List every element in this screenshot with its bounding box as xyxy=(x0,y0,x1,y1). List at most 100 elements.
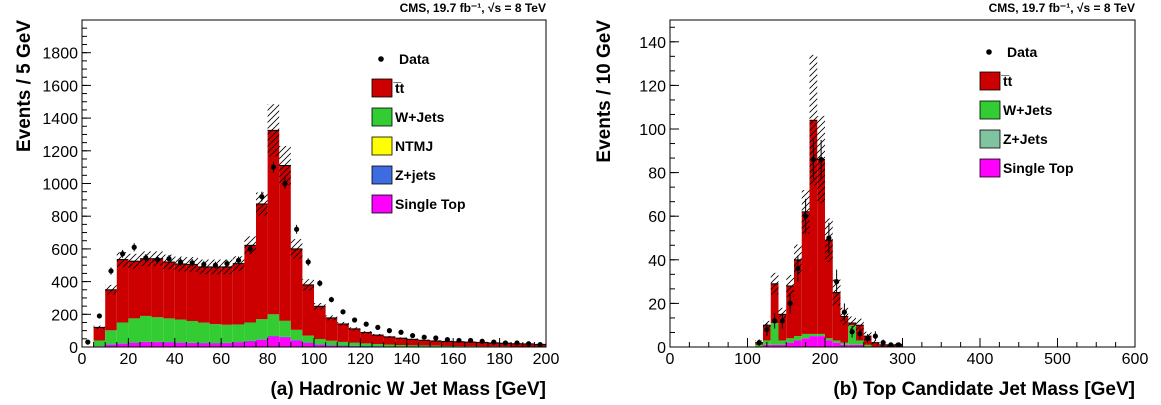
y-tick-label-0: 0 xyxy=(69,340,78,357)
y-tick-label-7: 1400 xyxy=(42,111,78,128)
data-point-4 xyxy=(131,244,137,250)
data-point-30 xyxy=(433,335,439,341)
bar-z-jets-4 xyxy=(140,341,152,343)
bar-single-top-20 xyxy=(325,345,338,347)
legend-data-marker xyxy=(986,49,992,55)
legend-swatch-ntmj xyxy=(371,136,393,156)
uncertainty-band-29 xyxy=(430,340,442,342)
data-point-8 xyxy=(810,156,816,163)
x-tick-label-5: 100 xyxy=(301,351,328,368)
y-axis-title: Events / 10 GeV xyxy=(594,20,615,163)
data-point-27 xyxy=(398,329,404,335)
y-tick-label-2: 40 xyxy=(648,253,666,270)
bar-w-jets-10 xyxy=(832,340,841,343)
data-point-35 xyxy=(491,339,497,345)
x-axis: 0 20 40 60 80 100 120 140 160 180 200 xyxy=(78,338,560,368)
bar-t-t-23 xyxy=(360,332,372,344)
bar-t-t-12 xyxy=(232,263,245,325)
bar-w-jets-16 xyxy=(279,320,291,337)
legend-swatch-w-jets xyxy=(371,107,393,127)
y-axis: 0 20 40 60 80 100 120 140 xyxy=(639,26,679,357)
bar-z-jets-21 xyxy=(337,345,349,347)
bar-single-top-10 xyxy=(832,342,841,347)
data-point-25 xyxy=(375,324,381,330)
data-point-21 xyxy=(328,296,334,303)
bar-single-top-12 xyxy=(232,342,245,347)
bar-single-top-4 xyxy=(786,342,794,347)
bar-w-jets-8 xyxy=(186,321,198,343)
bar-w-jets-17 xyxy=(290,329,303,341)
bar-w-jets-13 xyxy=(244,322,256,341)
bar-z-jets-15 xyxy=(267,336,280,337)
x-axis-title: (b) Top Candidate Jet Mass [GeV] xyxy=(833,379,1135,400)
bar-t-t-33 xyxy=(476,342,488,347)
bar-t-t-3 xyxy=(128,261,140,319)
data-point-29 xyxy=(421,334,427,340)
bar-z-jets-22 xyxy=(348,345,361,347)
bar-t-t-20 xyxy=(325,317,338,341)
bar-t-t-32 xyxy=(464,342,477,347)
uncertainty-band-18 xyxy=(302,279,314,291)
data-point-22 xyxy=(340,309,346,315)
uncertainty-band-24 xyxy=(372,333,384,337)
data-point-5 xyxy=(787,300,793,306)
bar-single-top-1 xyxy=(105,344,117,347)
x-tick-label-3: 300 xyxy=(889,351,916,368)
bar-w-jets-7 xyxy=(809,333,818,337)
bar-w-jets-10 xyxy=(209,324,222,344)
bar-single-top-5 xyxy=(151,342,164,347)
data-point-2 xyxy=(108,268,114,274)
legend: Data t̅t W+Jets NTMJ Z+jets Single Top xyxy=(371,51,466,214)
bar-w-jets-29 xyxy=(430,345,442,347)
data-point-19 xyxy=(896,342,902,348)
bar-z-jets-17 xyxy=(290,340,303,341)
data-point-13 xyxy=(236,257,242,263)
data-point-14 xyxy=(857,331,863,337)
legend-label-z-jets: Z+jets xyxy=(395,167,436,183)
uncertainty-band-20 xyxy=(325,315,338,321)
bar-w-jets-28 xyxy=(418,345,430,347)
uncertainty-band-26 xyxy=(395,337,407,339)
bar-z-jets-23 xyxy=(360,346,372,347)
bar-w-jets-0 xyxy=(93,340,106,347)
uncertainty-band-0 xyxy=(93,325,106,330)
y-tick-label-2: 400 xyxy=(51,275,78,292)
bar-single-top-12 xyxy=(848,344,856,347)
y-tick-label-0: 0 xyxy=(657,340,666,357)
x-tick-label-10: 200 xyxy=(533,351,560,368)
bar-t-t-15 xyxy=(871,342,880,347)
data-point-14 xyxy=(247,246,253,252)
bar-w-jets-9 xyxy=(825,338,833,341)
bar-single-top-6 xyxy=(163,342,175,347)
y-tick-label-1: 20 xyxy=(648,296,666,313)
bar-t-t-28 xyxy=(418,340,430,346)
bar-w-jets-5 xyxy=(794,336,802,341)
legend-swatch-single-top xyxy=(979,158,1001,178)
bar-single-top-7 xyxy=(809,336,818,347)
y-tick-label-6: 1200 xyxy=(42,144,78,161)
bar-t-t-6 xyxy=(163,261,175,319)
bar-t-t-10 xyxy=(832,292,841,341)
data-point-10 xyxy=(201,261,207,268)
data-point-38 xyxy=(526,341,532,347)
bar-single-top-13 xyxy=(244,341,256,347)
bar-w-jets-26 xyxy=(395,345,407,347)
data-point-16 xyxy=(872,333,878,339)
bar-w-jets-8 xyxy=(817,333,825,337)
bar-t-t-7 xyxy=(809,120,818,334)
legend-label-w-jets: W+Jets xyxy=(395,109,445,125)
data-point-19 xyxy=(305,259,311,265)
bar-w-jets-24 xyxy=(372,344,384,347)
bar-t-t-29 xyxy=(430,340,442,346)
bar-w-jets-30 xyxy=(441,346,454,347)
data-point-8 xyxy=(178,259,184,265)
legend-swatch-single-top xyxy=(371,194,393,214)
data-point-11 xyxy=(834,279,840,285)
bar-t-t-24 xyxy=(372,335,384,345)
legend-label-t-t: t̅t xyxy=(1000,73,1012,89)
bar-w-jets-2 xyxy=(770,323,779,345)
chart-header: CMS, 19.7 fb⁻¹, √s = 8 TeV xyxy=(989,1,1135,15)
chart-header: CMS, 19.7 fb⁻¹, √s = 8 TeV xyxy=(400,1,546,15)
data-point-23 xyxy=(352,317,358,323)
bar-single-top-21 xyxy=(337,345,349,347)
